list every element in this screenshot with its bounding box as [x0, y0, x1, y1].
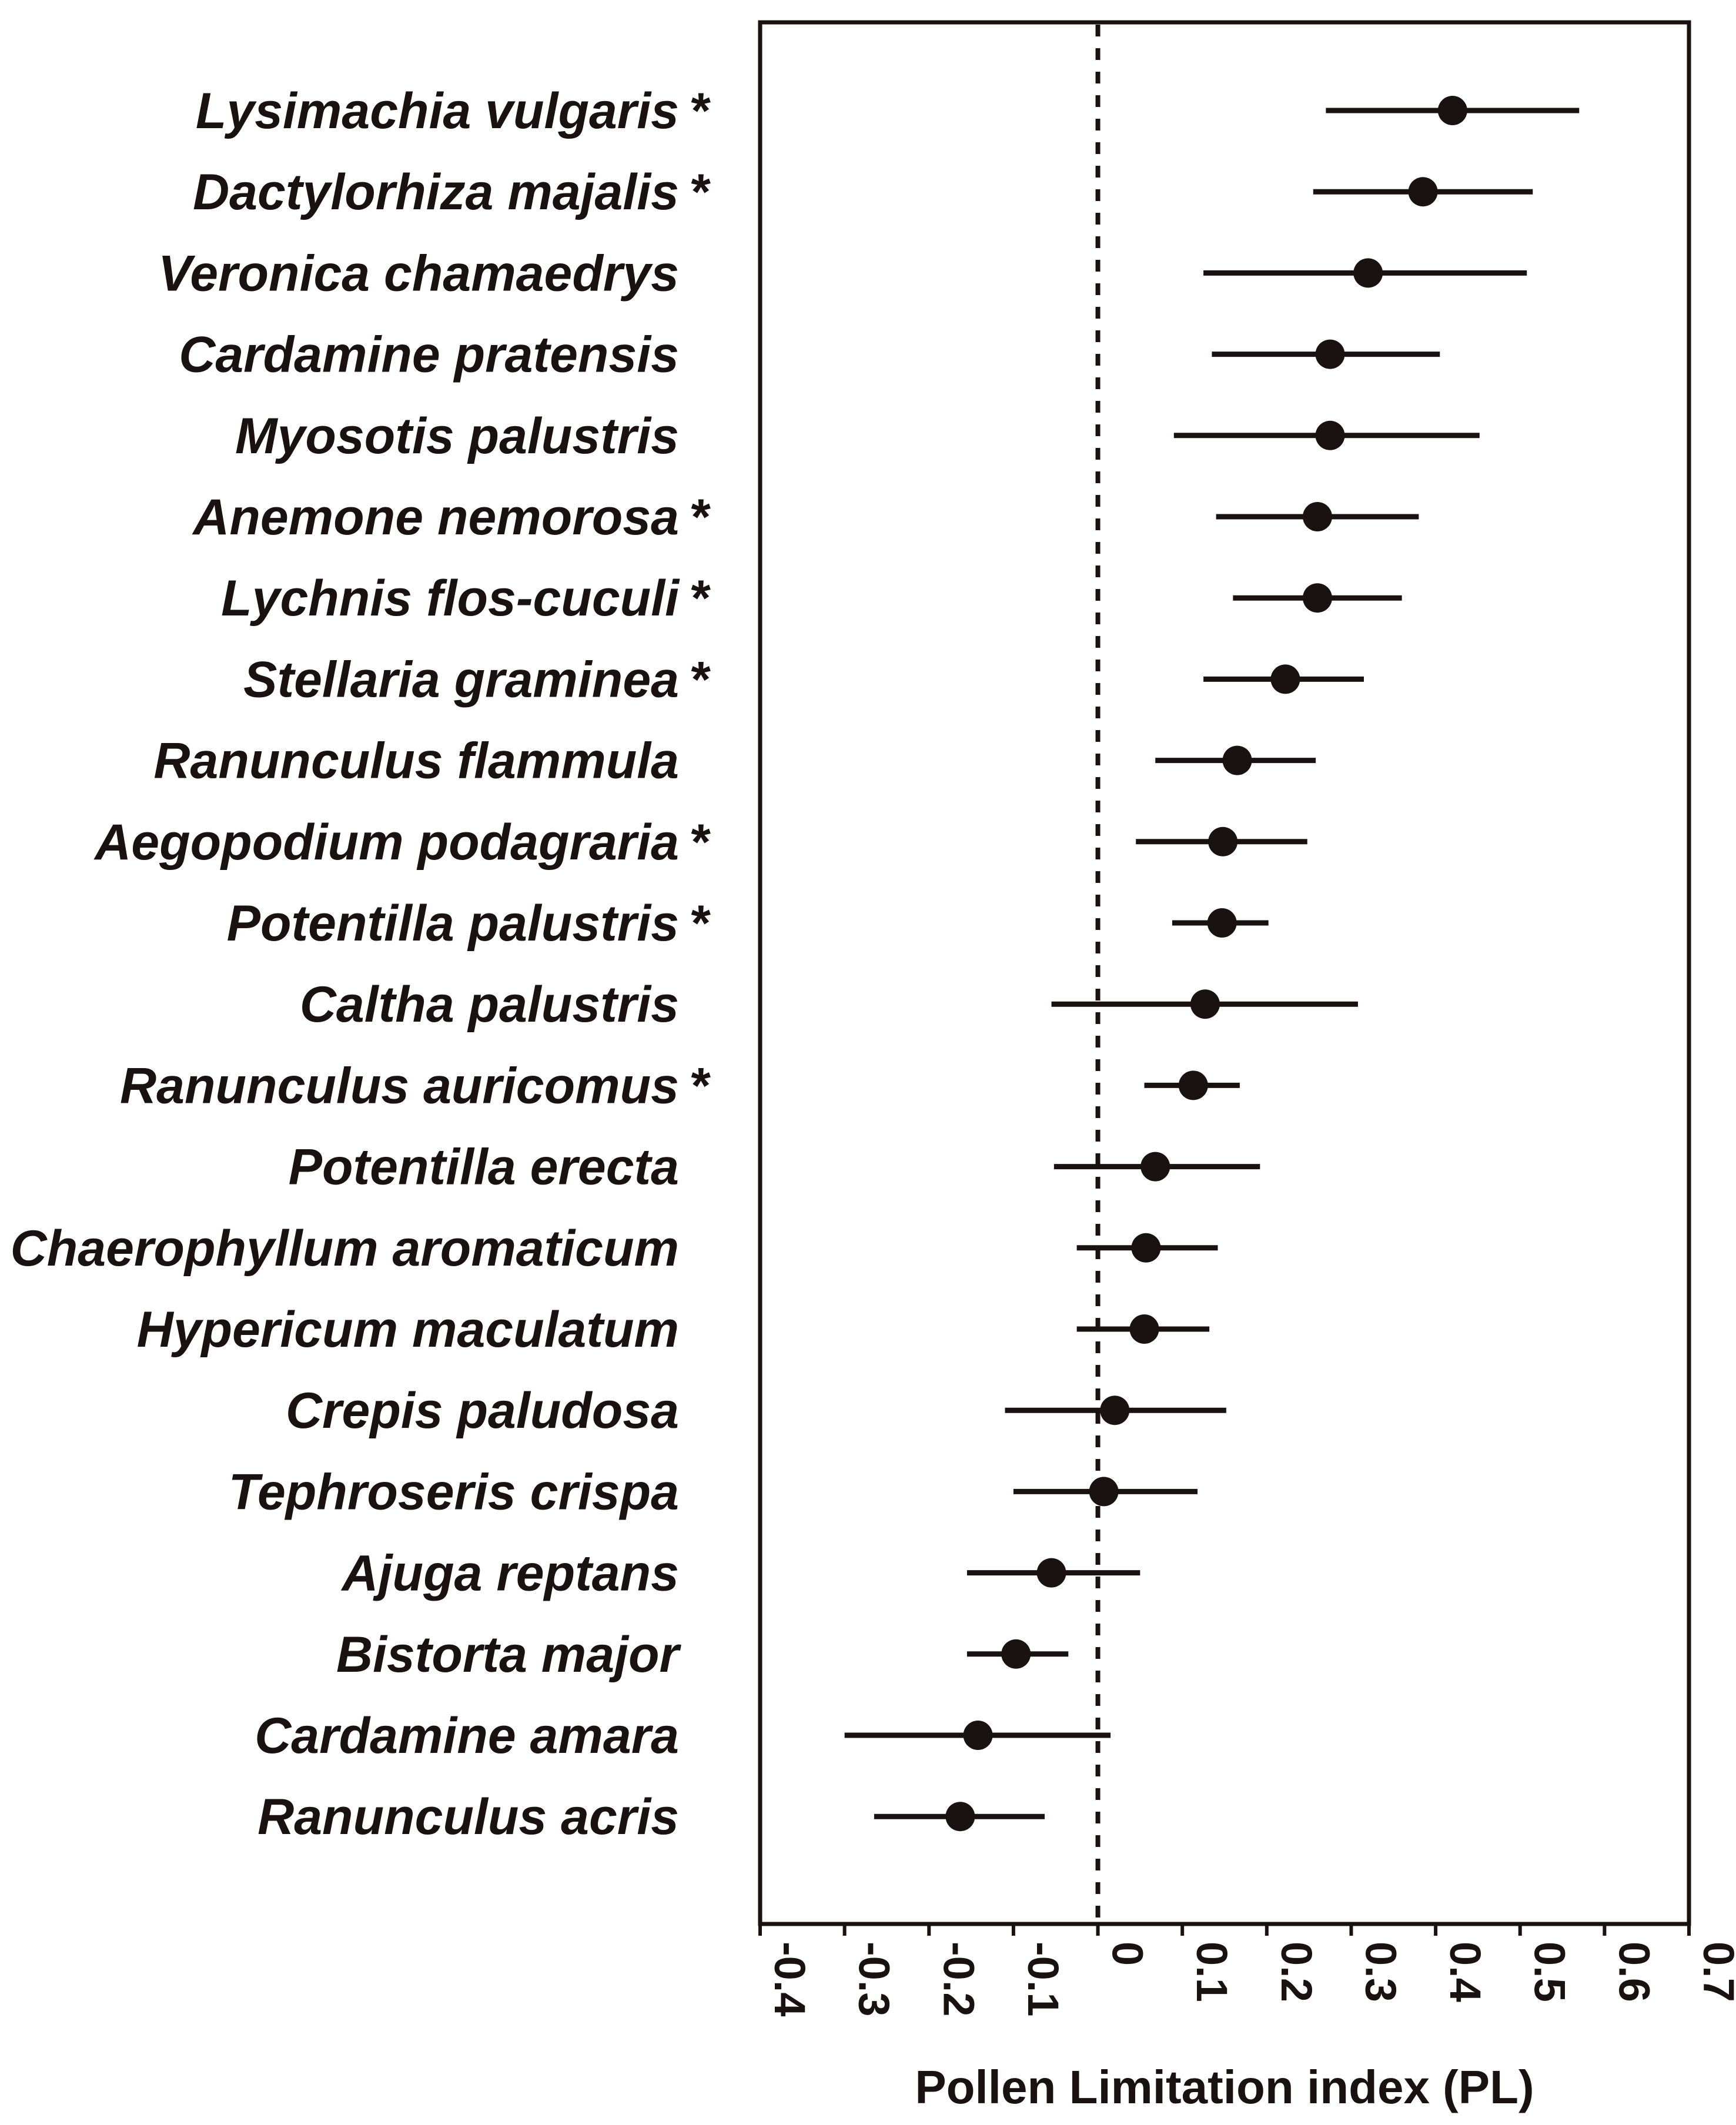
species-label: Lysimachia vulgaris [196, 83, 679, 139]
species-row: Potentilla palustris * [227, 895, 1269, 952]
species-label: Bistorta major [336, 1627, 682, 1683]
pl-estimate-point [1315, 420, 1345, 450]
species-row: Caltha palustris [300, 976, 1358, 1033]
species-label: Ajuga reptans [341, 1545, 679, 1602]
species-label: Tephroseris crispa [229, 1464, 679, 1520]
species-label: Ranunculus flammula [153, 733, 679, 789]
species-row: Hypericum maculatum [137, 1301, 1210, 1358]
pl-estimate-point [1129, 1314, 1159, 1344]
species-label: Stellaria graminea [243, 651, 679, 708]
species-row: Ranunculus auricomus * [120, 1058, 1240, 1114]
pl-estimate-point [1353, 258, 1383, 288]
species-row: Cardamine amara [255, 1708, 1111, 1764]
species-row: Anemone nemorosa * [192, 489, 1419, 546]
species-row: Aegopodium podagraria * [93, 814, 1307, 871]
species-row: Ajuga reptans [341, 1545, 1140, 1602]
species-label: Anemone nemorosa [192, 489, 679, 546]
species-row: Veronica chamaedrys [158, 245, 1527, 302]
x-axis-title: Pollen Limitation index (PL) [915, 2061, 1534, 2113]
x-tick-label: -0.1 [1019, 1942, 1068, 2017]
significance-marker: * [689, 651, 711, 708]
pl-estimate-point [1089, 1477, 1119, 1507]
pl-estimate-point [1207, 908, 1237, 938]
pl-estimate-point [1208, 826, 1238, 856]
pl-estimate-point [1131, 1233, 1161, 1263]
species-label: Chaerophyllum aromaticum [11, 1220, 679, 1277]
pl-estimate-point [1001, 1639, 1031, 1669]
pl-estimate-point [1140, 1152, 1170, 1182]
significance-marker: * [689, 895, 711, 952]
pl-estimate-point [1408, 177, 1438, 207]
species-label: Cardamine amara [255, 1708, 679, 1764]
x-tick-label: 0.2 [1272, 1942, 1321, 2002]
x-tick-label: 0.5 [1526, 1942, 1574, 2002]
x-tick-label: 0.6 [1610, 1942, 1658, 2002]
significance-marker: * [689, 164, 711, 220]
pl-estimate-point [1178, 1070, 1208, 1100]
significance-marker: * [689, 814, 711, 871]
species-label: Hypericum maculatum [137, 1301, 679, 1358]
species-label: Caltha palustris [300, 976, 679, 1033]
x-tick-label: -0.2 [934, 1942, 983, 2017]
species-label: Crepis paludosa [286, 1383, 679, 1439]
species-label: Myosotis palustris [235, 408, 679, 464]
species-row: Stellaria graminea * [243, 651, 1364, 708]
species-row: Lychnis flos-cuculi * [221, 570, 1402, 627]
pl-estimate-point [1303, 502, 1332, 531]
x-tick-label: -0.4 [765, 1942, 814, 2017]
significance-marker: * [689, 489, 711, 546]
x-axis: -0.4 -0.3 -0.2 -0.1 0 0.1 0.2 0.3 0.4 0.5 0.6 0.7 [758, 1924, 1736, 2017]
pl-estimate-point [1036, 1558, 1066, 1588]
x-tick-label: 0.7 [1694, 1942, 1736, 2002]
pl-estimate-point [1437, 96, 1467, 125]
significance-marker: * [689, 1058, 711, 1114]
pl-estimate-point [1270, 664, 1300, 694]
species-row: Chaerophyllum aromaticum [11, 1220, 1218, 1277]
x-tick-label: -0.3 [850, 1942, 899, 2017]
significance-marker: * [689, 570, 711, 627]
pl-estimate-point [1315, 339, 1345, 369]
significance-marker: * [689, 83, 711, 139]
species-label: Potentilla palustris [227, 895, 679, 952]
species-row: Myosotis palustris [235, 408, 1480, 464]
species-label: Ranunculus acris [257, 1789, 679, 1845]
x-tick-label: 0 [1103, 1942, 1152, 1966]
x-tick-label: 0.3 [1356, 1942, 1405, 2002]
species-row: Crepis paludosa [286, 1383, 1226, 1439]
species-row: Ranunculus acris [257, 1789, 1045, 1845]
pl-estimate-point [1100, 1396, 1130, 1425]
pl-estimate-point [1303, 583, 1332, 613]
species-row: Dactylorhiza majalis * [193, 164, 1533, 220]
species-row: Tephroseris crispa [229, 1464, 1198, 1520]
pl-estimate-point [945, 1802, 975, 1832]
x-tick-label: 0.4 [1441, 1942, 1490, 2002]
pl-estimate-point [963, 1721, 993, 1750]
species-row: Cardamine pratensis [179, 327, 1440, 383]
species-label: Dactylorhiza majalis [193, 164, 679, 220]
species-label: Veronica chamaedrys [158, 245, 679, 302]
plot-area [758, 20, 1691, 1926]
x-tick-label: 0.1 [1188, 1942, 1236, 2002]
species-label: Ranunculus auricomus [120, 1058, 679, 1114]
species-row: Ranunculus flammula [153, 733, 1316, 789]
pl-estimate-point [1222, 745, 1252, 775]
species-label: Cardamine pratensis [179, 327, 679, 383]
species-label: Potentilla erecta [289, 1139, 679, 1196]
species-row: Potentilla erecta [289, 1139, 1260, 1196]
species-rows: Lysimachia vulgaris *Dactylorhiza majalis… [11, 83, 1580, 1845]
species-row: Bistorta major [336, 1627, 1069, 1683]
species-row: Lysimachia vulgaris * [196, 83, 1580, 139]
species-label: Aegopodium podagraria [93, 814, 679, 871]
species-label: Lychnis flos-cuculi [221, 570, 680, 627]
pl-estimate-point [1190, 989, 1220, 1019]
